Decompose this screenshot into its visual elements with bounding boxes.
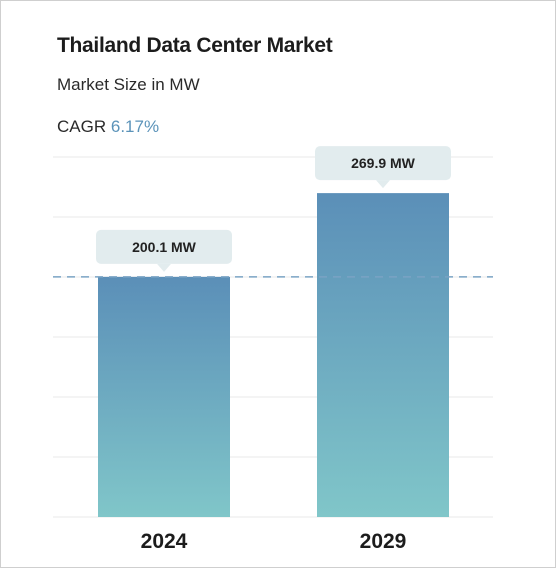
data-label-pointer — [157, 263, 171, 272]
data-label-2024: 200.1 MW — [96, 229, 232, 272]
data-labels: 200.1 MW 269.9 MW — [96, 146, 451, 272]
x-tick-2029: 2029 — [360, 530, 407, 553]
x-tick-2024: 2024 — [141, 530, 188, 553]
chart-subtitle: Market Size in MW — [57, 75, 200, 94]
cagr-line: CAGR 6.17% — [57, 117, 159, 137]
bars — [98, 193, 449, 517]
data-label-pointer — [376, 180, 390, 189]
bar-2029 — [317, 193, 449, 517]
cagr-label: CAGR — [57, 117, 107, 136]
cagr-value: 6.17% — [110, 117, 160, 136]
data-label-box — [315, 146, 451, 181]
bar-2024 — [98, 276, 230, 517]
data-label-box — [96, 229, 232, 264]
data-label-text: 269.9 MW — [351, 155, 416, 171]
x-axis-ticks: 2024 2029 — [141, 530, 407, 553]
data-label-text: 200.1 MW — [132, 239, 197, 255]
chart-title: Thailand Data Center Market — [57, 34, 333, 57]
data-label-2029: 269.9 MW — [315, 146, 451, 189]
